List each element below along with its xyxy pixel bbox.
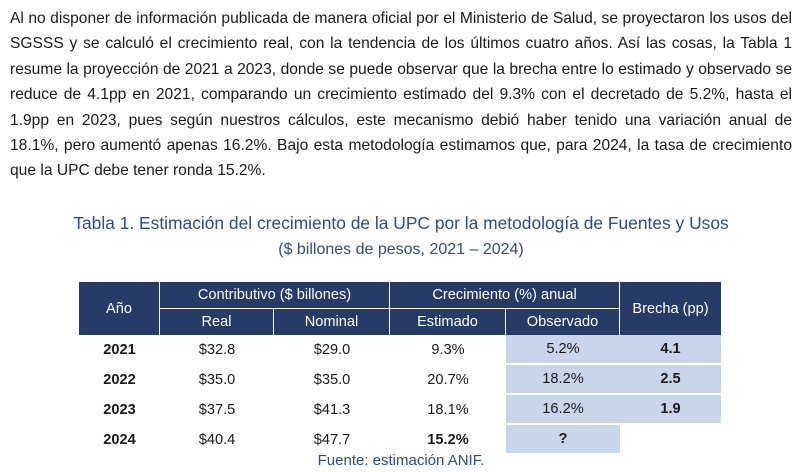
body-paragraph: Al no disponer de información publicada … xyxy=(10,10,792,180)
cell-brecha xyxy=(620,425,721,455)
cell-observado: ? xyxy=(506,425,620,455)
cell-observado: 16.2% xyxy=(506,395,620,425)
header-observado: Observado xyxy=(506,309,620,335)
cell-anio: 2023 xyxy=(103,402,136,418)
cell-brecha: 4.1 xyxy=(620,335,721,365)
cell-estimado: 9.3% xyxy=(431,342,465,358)
header-real: Real xyxy=(160,309,274,335)
header-anio: Año xyxy=(79,282,160,335)
table-row: 2024 $40.4 $47.7 15.2% ? xyxy=(79,425,721,455)
cell-anio: 2024 xyxy=(103,432,136,448)
cell-brecha: 2.5 xyxy=(620,365,721,395)
header-contributivo: Contributivo ($ billones) xyxy=(160,282,390,309)
header-nominal: Nominal xyxy=(274,309,390,335)
header-crecimiento: Crecimiento (%) anual xyxy=(390,282,620,309)
cell-estimado: 20.7% xyxy=(427,372,469,388)
cell-brecha: 1.9 xyxy=(620,395,721,425)
cell-real: $40.4 xyxy=(198,432,236,448)
cell-real: $37.5 xyxy=(198,402,236,418)
cell-real: $32.8 xyxy=(198,342,236,358)
table-title: Tabla 1. Estimación del crecimiento de l… xyxy=(73,213,729,233)
cell-real: $35.0 xyxy=(198,372,236,388)
cell-nominal: $47.7 xyxy=(313,432,351,448)
cell-estimado: 15.2% xyxy=(427,432,469,448)
cell-observado: 5.2% xyxy=(506,335,620,365)
cell-nominal: $35.0 xyxy=(313,372,351,388)
cell-observado: 18.2% xyxy=(506,365,620,395)
table-row: 2021 $32.8 $29.0 9.3% 5.2% 4.1 xyxy=(79,335,721,365)
cell-nominal: $29.0 xyxy=(313,342,351,358)
table-row: 2023 $37.5 $41.3 18.1% 16.2% 1.9 xyxy=(79,395,721,425)
header-brecha: Brecha (pp) xyxy=(620,282,721,335)
table-source: Fuente: estimación ANIF. xyxy=(0,452,802,469)
cell-anio: 2022 xyxy=(103,372,136,388)
table-subtitle: ($ billones de pesos, 2021 – 2024) xyxy=(278,241,524,258)
cell-estimado: 18.1% xyxy=(427,402,469,418)
header-estimado: Estimado xyxy=(390,309,506,335)
source-label: Fuente xyxy=(317,452,365,469)
upc-table: Año Contributivo ($ billones) Crecimient… xyxy=(79,282,721,455)
cell-anio: 2021 xyxy=(103,342,136,358)
cell-nominal: $41.3 xyxy=(313,402,351,418)
source-text: : estimación ANIF. xyxy=(364,452,485,469)
table-row: 2022 $35.0 $35.0 20.7% 18.2% 2.5 xyxy=(79,365,721,395)
